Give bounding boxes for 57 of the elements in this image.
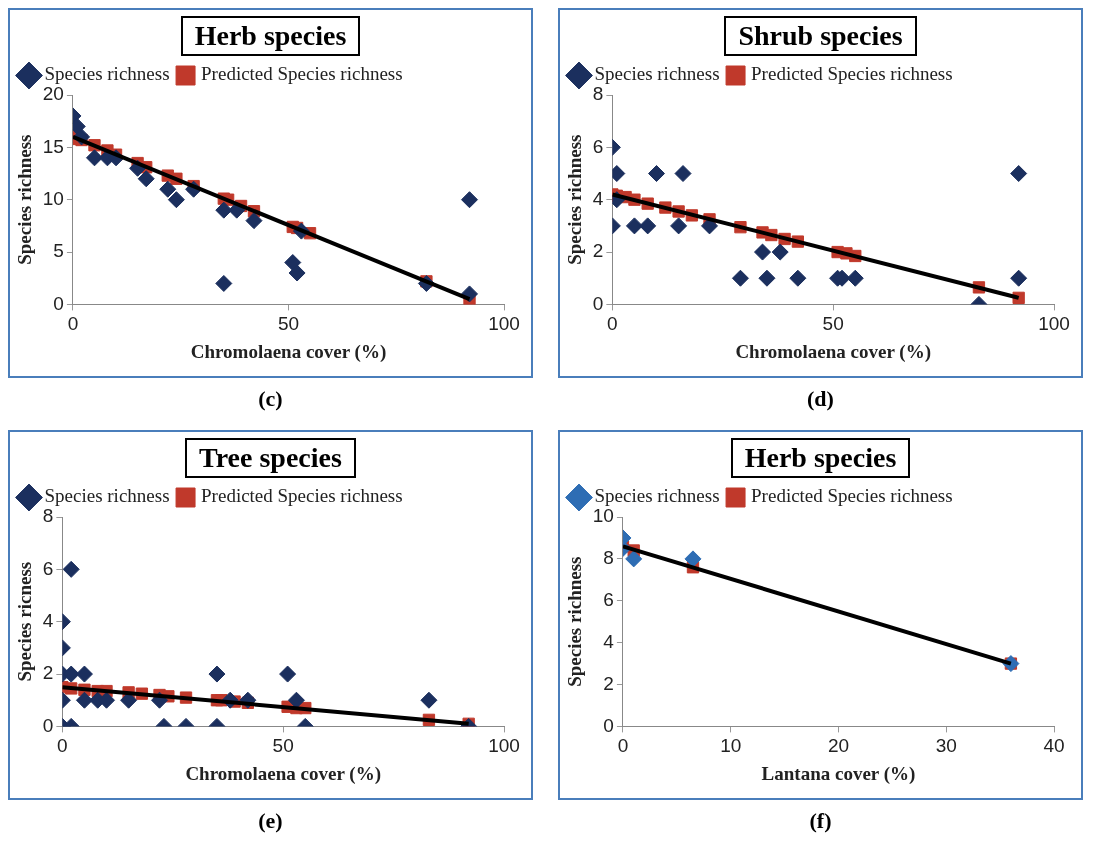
y-axis-title: Species richness xyxy=(14,134,36,265)
text: (d) xyxy=(806,386,835,412)
y-tick-label: 15 xyxy=(42,135,64,157)
y-tick-label: 0 xyxy=(42,714,54,736)
y-tick-label: 2 xyxy=(42,662,54,684)
y-tick-label: 10 xyxy=(592,505,614,527)
legend-label: Predicted Species richness xyxy=(201,485,403,507)
chart-title: Herb species xyxy=(180,16,361,56)
x-tick-label: 100 xyxy=(488,735,520,757)
x-axis-title: Chromolaena cover (%) xyxy=(185,762,381,785)
x-axis-title: Chromolaena cover (%) xyxy=(190,340,387,363)
y-tick-label: 0 xyxy=(603,714,614,736)
x-axis-title: Chromolaena cover (%) xyxy=(735,340,931,363)
y-tick-label: 4 xyxy=(592,187,604,209)
x-tick-label: 50 xyxy=(272,735,294,757)
y-tick-label: 5 xyxy=(53,240,64,262)
x-tick-label: 50 xyxy=(822,313,844,335)
y-tick-label: 6 xyxy=(592,135,604,157)
legend-label: Species richness xyxy=(594,485,720,507)
y-tick-label: 10 xyxy=(42,187,64,209)
x-tick-label: 30 xyxy=(935,735,957,757)
x-tick-label: 10 xyxy=(720,735,742,757)
legend-label: Species richness xyxy=(594,63,720,85)
chart-title: Tree species xyxy=(185,438,356,478)
y-tick-label: 6 xyxy=(42,557,54,579)
legend-label: Species richness xyxy=(44,485,170,507)
y-tick-label: 8 xyxy=(603,547,614,569)
text: (c) xyxy=(257,386,284,412)
text: (e) xyxy=(257,808,284,834)
x-tick-label: 40 xyxy=(1043,735,1065,757)
x-axis-title: Lantana cover (%) xyxy=(761,762,916,785)
y-tick-label: 8 xyxy=(42,505,54,527)
y-tick-label: 2 xyxy=(592,240,604,262)
y-axis-title: Species richness xyxy=(564,556,586,687)
y-tick-label: 6 xyxy=(603,588,614,610)
text: (f) xyxy=(808,808,833,834)
y-tick-label: 8 xyxy=(592,83,604,105)
legend-label: Species richness xyxy=(44,63,170,85)
x-tick-label: 0 xyxy=(67,313,79,335)
y-tick-label: 4 xyxy=(603,630,615,652)
x-tick-label: 50 xyxy=(277,313,300,335)
y-axis-title: Species ricness xyxy=(14,561,36,682)
x-tick-label: 100 xyxy=(1038,313,1070,335)
x-tick-label: 20 xyxy=(827,735,850,757)
y-tick-label: 0 xyxy=(592,292,604,314)
x-tick-label: 0 xyxy=(617,735,629,757)
y-tick-label: 0 xyxy=(53,292,64,314)
chart-title: Shrub species xyxy=(724,16,917,56)
y-tick-label: 4 xyxy=(42,609,54,631)
y-tick-label: 2 xyxy=(603,672,614,694)
legend-label: Predicted Species richness xyxy=(751,485,953,507)
legend-label: Predicted Species richness xyxy=(201,63,403,85)
y-tick-label: 20 xyxy=(42,83,64,105)
y-axis-title: Species richness xyxy=(564,134,586,265)
chart-title: Herb species xyxy=(730,438,911,478)
x-tick-label: 100 xyxy=(488,313,520,335)
legend-label: Predicted Species richness xyxy=(751,63,953,85)
